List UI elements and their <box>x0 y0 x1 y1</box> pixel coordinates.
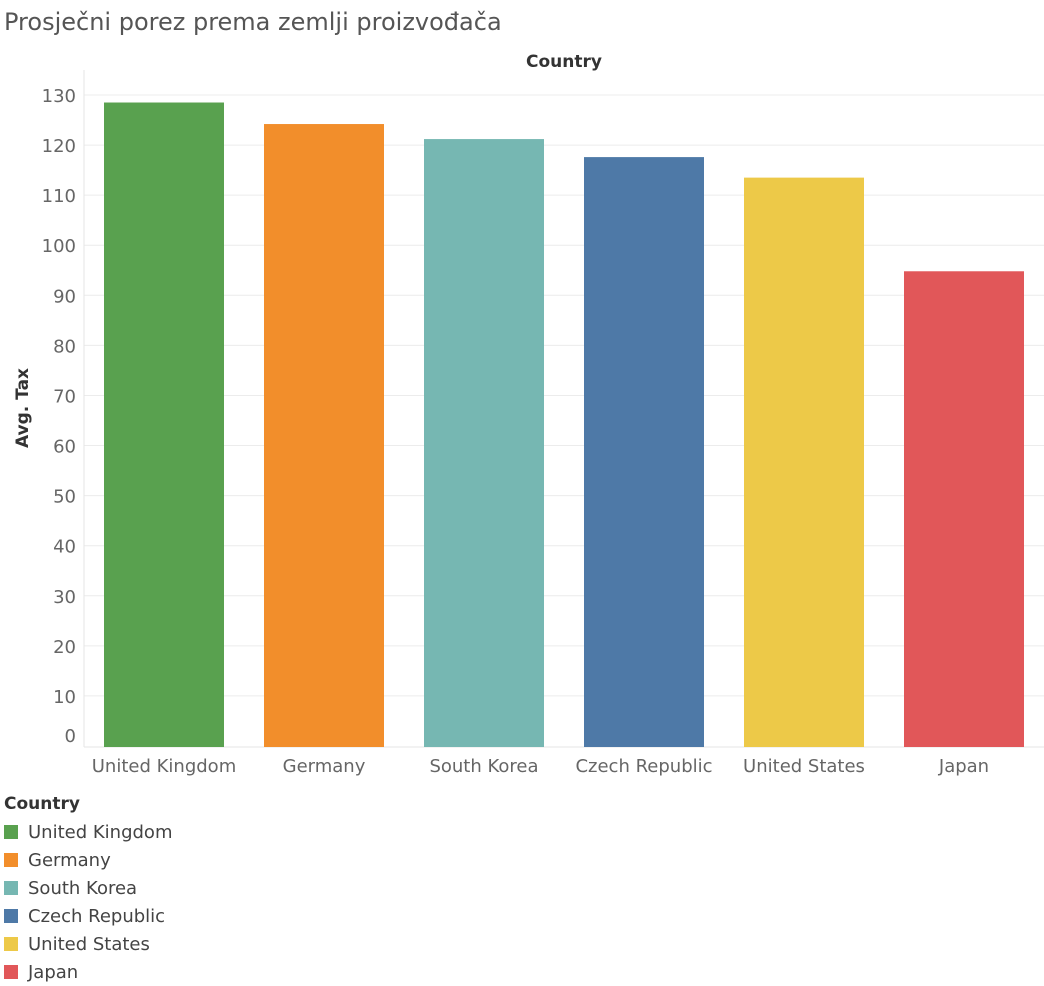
y-tick-label: 50 <box>53 487 76 508</box>
x-tick-label: South Korea <box>429 756 538 777</box>
legend-item[interactable]: Germany <box>4 846 172 874</box>
gridlines <box>83 70 1044 748</box>
bar-germany[interactable] <box>264 124 384 747</box>
legend-item[interactable]: United Kingdom <box>4 818 172 846</box>
x-tick-label: United Kingdom <box>92 756 236 777</box>
y-tick-label: 120 <box>42 136 76 157</box>
bars <box>104 102 1024 747</box>
legend-swatch <box>4 937 18 951</box>
legend-item[interactable]: United States <box>4 930 172 958</box>
bar-chart: 0 10 20 30 40 50 60 70 80 90 100 110 120 130 United K… <box>13 52 1044 777</box>
chart-title: Prosječni porez prema zemlji proizvođača <box>4 8 502 36</box>
y-axis: 0 10 20 30 40 50 60 70 80 90 100 110 120 130 <box>42 86 76 747</box>
legend-title: Country <box>4 794 80 814</box>
legend-swatch <box>4 881 18 895</box>
bar-japan[interactable] <box>904 271 1024 747</box>
legend-swatch <box>4 909 18 923</box>
legend-swatch <box>4 825 18 839</box>
legend-item[interactable]: South Korea <box>4 874 172 902</box>
x-tick-label: United States <box>743 756 865 777</box>
legend-label: United States <box>28 933 150 955</box>
legend-label: Czech Republic <box>28 905 166 927</box>
y-tick-label: 100 <box>42 236 76 257</box>
column-header: Country <box>526 52 602 72</box>
y-tick-label: 40 <box>53 537 76 558</box>
y-tick-label: 0 <box>65 726 76 747</box>
legend-swatch <box>4 965 18 979</box>
x-tick-label: Japan <box>938 756 989 777</box>
x-axis: United Kingdom Germany South Korea Czech Re… <box>92 756 989 777</box>
y-tick-label: 130 <box>42 86 76 107</box>
legend-label: United Kingdom <box>28 821 173 843</box>
bar-czech-republic[interactable] <box>584 157 704 747</box>
x-tick-label: Czech Republic <box>575 756 712 777</box>
y-tick-label: 80 <box>53 336 76 357</box>
legend-item[interactable]: Japan <box>4 958 172 986</box>
y-tick-label: 10 <box>53 687 76 708</box>
y-tick-label: 90 <box>53 286 76 307</box>
legend-swatch <box>4 853 18 867</box>
legend-label: Germany <box>28 849 111 871</box>
y-axis-label: Avg. Tax <box>13 368 33 448</box>
legend: Country United Kingdom Germany South Korea… <box>4 794 172 986</box>
legend-label: Japan <box>28 961 79 983</box>
x-tick-label: Germany <box>283 756 366 777</box>
y-tick-label: 30 <box>53 587 76 608</box>
legend-item[interactable]: Czech Republic <box>4 902 172 930</box>
legend-label: South Korea <box>28 877 138 899</box>
y-tick-label: 110 <box>42 186 76 207</box>
y-tick-label: 20 <box>53 637 76 658</box>
y-tick-label: 60 <box>53 437 76 458</box>
bar-south-korea[interactable] <box>424 139 544 747</box>
y-tick-label: 70 <box>53 386 76 407</box>
bar-united-states[interactable] <box>744 177 864 747</box>
bar-united-kingdom[interactable] <box>104 102 224 747</box>
